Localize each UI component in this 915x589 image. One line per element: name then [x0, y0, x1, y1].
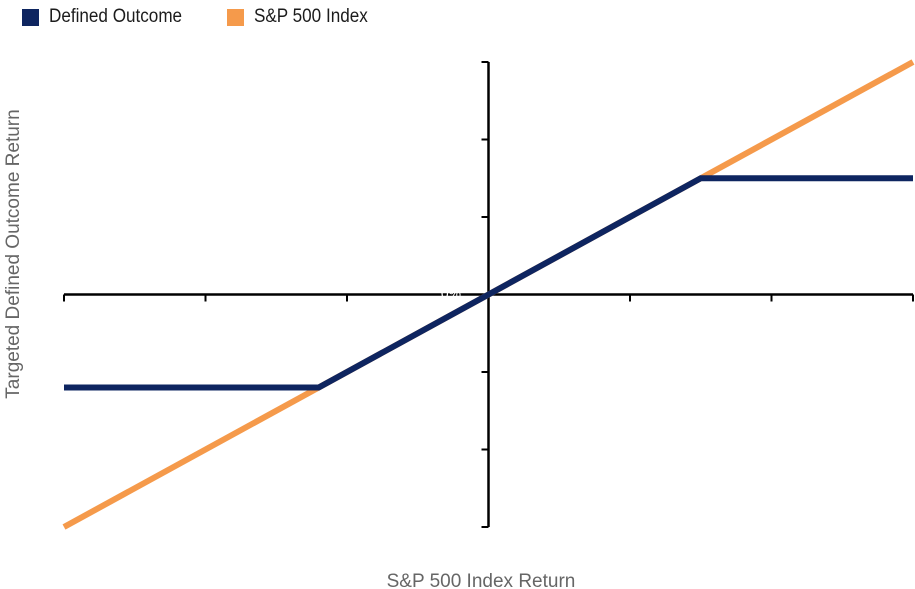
series-layer [62, 59, 915, 530]
origin-label: 0% [441, 285, 461, 301]
legend-label: S&P 500 Index [253, 6, 368, 27]
series-line-defined-outcome [64, 175, 913, 391]
legend-item-defined-outcome: Defined Outcome [22, 6, 197, 28]
legend-label: Defined Outcome [49, 6, 183, 27]
y-axis-title: Targeted Defined Outcome Return [3, 109, 24, 398]
legend: Defined Outcome S&P 500 Index [22, 6, 380, 28]
legend-swatch-sp500 [226, 8, 244, 26]
x-axis-title: S&P 500 Index Return [387, 571, 576, 589]
legend-swatch-defined-outcome [22, 8, 39, 26]
legend-item-sp500: S&P 500 Index [226, 6, 380, 28]
